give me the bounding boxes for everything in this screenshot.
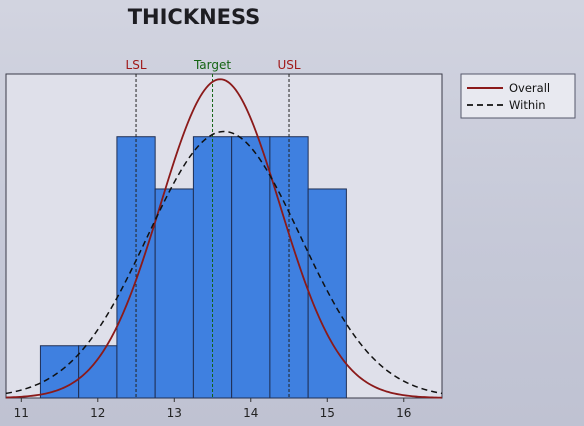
x-tick-label: 16: [396, 406, 411, 420]
distribution-curves: [5, 78, 443, 399]
chart-title: THICKNESS: [128, 5, 261, 29]
spec-limit-label-lsl: LSL: [126, 58, 147, 72]
x-tick-label: 14: [243, 406, 258, 420]
histogram-bar: [154, 188, 194, 399]
x-tick-label: 11: [14, 406, 29, 420]
histogram-bar: [307, 188, 347, 399]
x-tick-label: 15: [320, 406, 335, 420]
x-tick-label: 12: [90, 406, 105, 420]
histogram-bar: [78, 345, 118, 399]
x-axis: 11 12 13 14 15 16: [14, 398, 411, 420]
curve-within: [5, 130, 443, 395]
curve-overall: [5, 78, 443, 399]
histogram-bar: [231, 136, 271, 399]
legend-box: [460, 73, 576, 119]
spec-limit-label-target: Target: [193, 58, 231, 72]
legend: Overall Within: [460, 73, 576, 119]
legend-label-within: Within: [509, 98, 546, 112]
x-tick-label: 13: [167, 406, 182, 420]
spec-limit-label-usl: USL: [277, 58, 300, 72]
legend-label-overall: Overall: [509, 81, 550, 95]
